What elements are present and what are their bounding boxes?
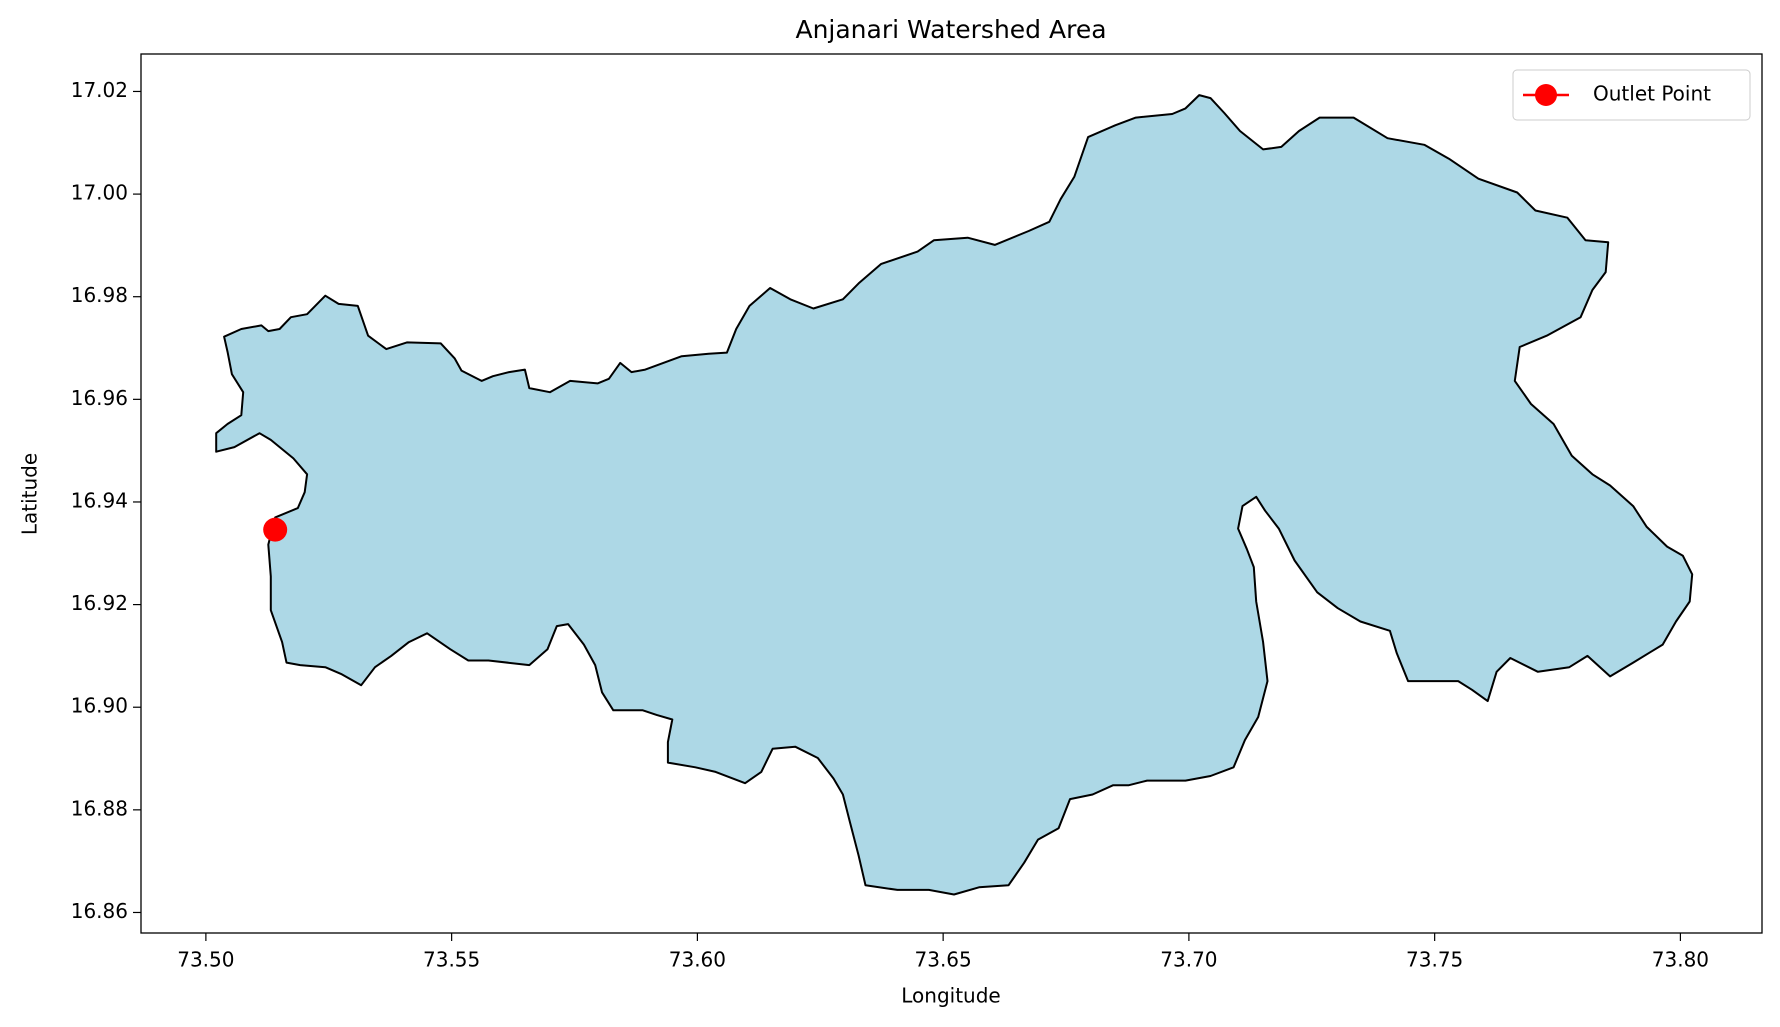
watershed-polygon bbox=[215, 94, 1694, 896]
plot-frame bbox=[140, 53, 1763, 934]
y-tick-label: 16.96 bbox=[71, 386, 128, 410]
legend-label: Outlet Point bbox=[1593, 82, 1711, 106]
y-tick-label: 17.02 bbox=[71, 78, 128, 102]
chart-title: Anjanari Watershed Area bbox=[795, 15, 1106, 44]
x-tick-label: 73.75 bbox=[1406, 948, 1463, 972]
outlet-point bbox=[263, 517, 288, 542]
x-tick-label: 73.65 bbox=[915, 948, 972, 972]
x-tick-label: 73.70 bbox=[1160, 948, 1217, 972]
legend-marker bbox=[1535, 84, 1557, 106]
x-tick-label: 73.60 bbox=[669, 948, 726, 972]
y-axis-label: Latitude bbox=[18, 453, 42, 535]
y-tick-label: 17.00 bbox=[71, 181, 128, 205]
x-tick-label: 73.80 bbox=[1652, 948, 1709, 972]
y-tick-label: 16.86 bbox=[71, 899, 128, 923]
x-axis-label: Longitude bbox=[901, 984, 1000, 1008]
y-tick-label: 16.90 bbox=[71, 694, 128, 718]
y-tick-label: 16.98 bbox=[71, 283, 128, 307]
x-tick-label: 73.55 bbox=[423, 948, 480, 972]
y-tick-label: 16.92 bbox=[71, 591, 128, 615]
legend-box bbox=[1512, 69, 1751, 121]
y-tick-label: 16.88 bbox=[71, 796, 128, 820]
y-tick-label: 16.94 bbox=[71, 488, 128, 512]
x-tick-label: 73.50 bbox=[177, 948, 234, 972]
